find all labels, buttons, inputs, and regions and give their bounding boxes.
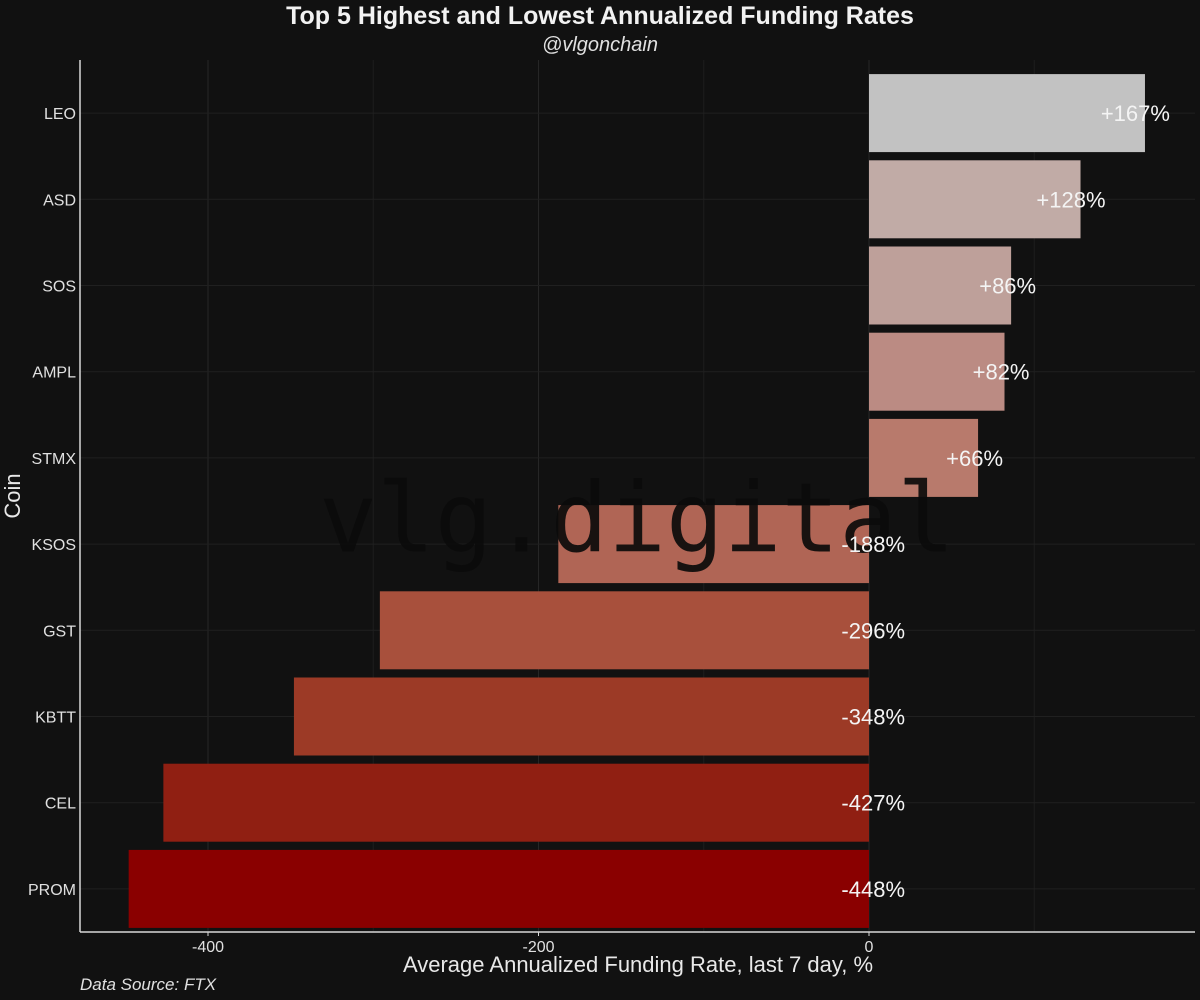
value-label-stmx: +66% xyxy=(946,446,1003,471)
value-label-asd: +128% xyxy=(1036,187,1105,212)
y-tick-label: KSOS xyxy=(32,537,76,554)
bar-ksos xyxy=(558,505,869,584)
y-tick-label: ASD xyxy=(43,192,76,209)
chart-subtitle: @vlgonchain xyxy=(542,34,658,56)
value-label-sos: +86% xyxy=(979,274,1036,299)
bar-prom xyxy=(128,849,869,928)
x-tick-label: -400 xyxy=(192,939,224,956)
y-axis-label: Coin xyxy=(0,473,25,518)
x-tick-label: -200 xyxy=(522,939,554,956)
bar-sos xyxy=(869,246,1012,325)
y-tick-label: SOS xyxy=(42,279,76,296)
y-tick-label: STMX xyxy=(32,451,77,468)
source-note: Data Source: FTX xyxy=(80,975,217,994)
y-tick-label: AMPL xyxy=(32,365,76,382)
value-label-ksos: -188% xyxy=(841,532,905,557)
bar-ampl xyxy=(869,332,1005,411)
y-tick-label: PROM xyxy=(28,882,76,899)
y-tick-label: CEL xyxy=(45,796,76,813)
value-label-leo: +167% xyxy=(1101,101,1170,126)
y-tick-label: LEO xyxy=(44,106,76,123)
bar-cel xyxy=(163,763,869,842)
x-axis-label: Average Annualized Funding Rate, last 7 … xyxy=(403,952,873,977)
value-label-ampl: +82% xyxy=(973,360,1030,385)
bar-leo xyxy=(869,74,1145,153)
y-tick-label: KBTT xyxy=(35,710,76,727)
value-label-prom: -448% xyxy=(841,877,905,902)
y-tick-label: GST xyxy=(43,623,76,640)
bars xyxy=(128,74,1145,928)
bar-kbtt xyxy=(293,677,869,756)
bar-gst xyxy=(379,591,869,670)
bar-asd xyxy=(869,160,1081,239)
watermark: vlg.digital xyxy=(319,462,955,574)
value-label-gst: -296% xyxy=(841,618,905,643)
x-tick-label: 0 xyxy=(865,939,874,956)
value-label-cel: -427% xyxy=(841,791,905,816)
value-label-kbtt: -348% xyxy=(841,705,905,730)
bar-stmx xyxy=(869,418,979,497)
chart-title: Top 5 Highest and Lowest Annualized Fund… xyxy=(286,2,914,30)
